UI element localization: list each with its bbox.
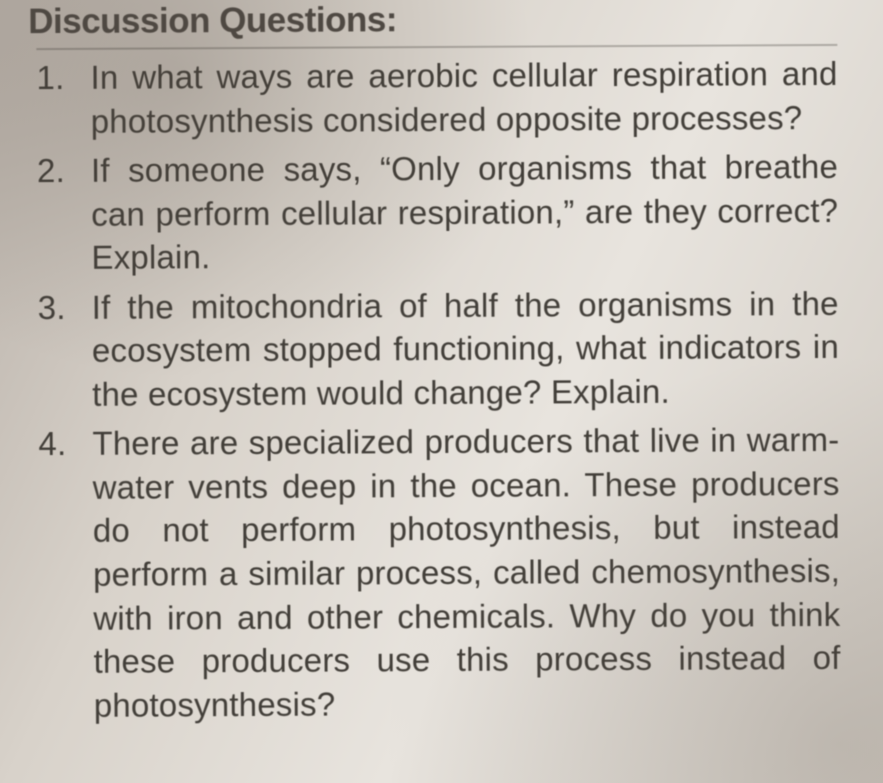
question-item: There are specialized producers that liv… — [38, 418, 841, 727]
question-item: If the mitochondria of half the organism… — [38, 282, 840, 417]
question-item: If someone says, “Only organisms that br… — [37, 145, 839, 280]
question-item: In what ways are aerobic cellular respir… — [36, 52, 837, 143]
page-content: Discussion Questions: In what ways are a… — [0, 0, 883, 728]
question-list: In what ways are aerobic cellular respir… — [36, 44, 841, 727]
section-heading: Discussion Questions: — [28, 0, 837, 42]
